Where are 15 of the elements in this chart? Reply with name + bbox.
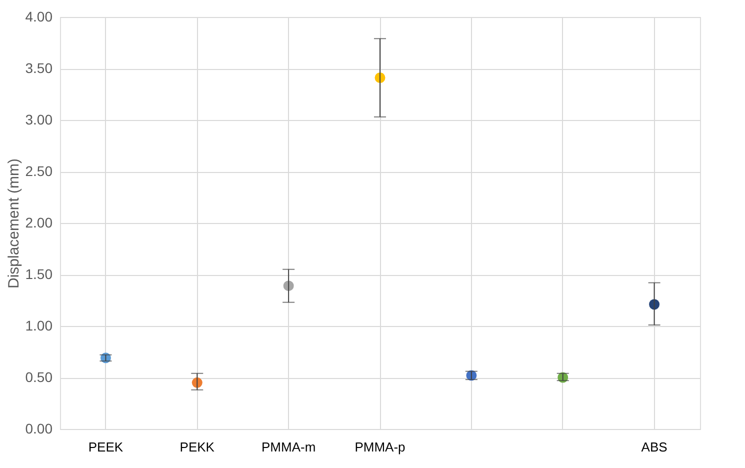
x-tick-label: ABS bbox=[641, 440, 668, 454]
y-tick-label: 4.00 bbox=[25, 8, 53, 24]
x-tick-label: PMMA-m bbox=[261, 440, 316, 454]
x-tick-label: PEKK bbox=[180, 440, 215, 454]
y-tick-label: 0.50 bbox=[25, 369, 53, 385]
y-tick-label: 3.50 bbox=[25, 60, 53, 76]
y-tick-label: 0.00 bbox=[25, 420, 53, 436]
x-tick-label: PEEK bbox=[88, 440, 124, 454]
y-tick-label: 2.00 bbox=[25, 214, 53, 230]
y-tick-label: 3.00 bbox=[25, 112, 53, 128]
y-axis-title: Displacement (mm) bbox=[5, 158, 22, 289]
y-tick-label: 2.50 bbox=[25, 163, 53, 179]
y-tick-label: 1.50 bbox=[25, 266, 53, 282]
x-tick-label: PMMA-p bbox=[354, 440, 406, 454]
y-tick-label: 1.00 bbox=[25, 318, 53, 334]
